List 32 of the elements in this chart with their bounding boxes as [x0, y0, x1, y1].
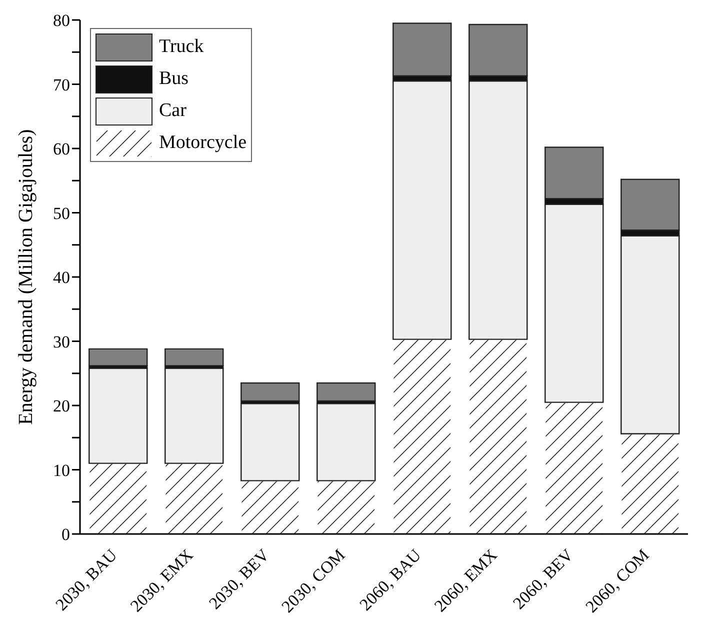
y-tick-label: 40 [53, 268, 70, 288]
y-tick-label: 0 [62, 525, 70, 544]
bar [544, 402, 604, 534]
bar [88, 368, 148, 464]
y-tick-label: 70 [53, 75, 70, 94]
bar [316, 480, 376, 534]
legend-label: Motorcycle [159, 132, 247, 154]
legend-label: Car [159, 100, 186, 122]
legend-label: Bus [159, 68, 189, 90]
bar [316, 382, 376, 402]
bar [240, 382, 300, 402]
bar [88, 348, 148, 366]
bar [620, 433, 680, 534]
bar [240, 480, 300, 534]
y-tick-label: 10 [53, 460, 70, 480]
bar [468, 80, 528, 340]
y-tick-label: 80 [53, 11, 70, 30]
y-tick-label: 30 [53, 332, 70, 352]
bar [88, 462, 148, 534]
bar [164, 368, 224, 464]
y-tick-label: 20 [53, 396, 70, 416]
bar [316, 402, 376, 482]
bar [164, 462, 224, 534]
bar [240, 402, 300, 482]
y-tick-label: 60 [53, 140, 70, 159]
bar [164, 348, 224, 366]
bar [392, 338, 452, 534]
legend-label: Truck [159, 36, 204, 58]
y-tick-label: 50 [53, 204, 70, 223]
bar [468, 338, 528, 534]
bar [392, 80, 452, 340]
y-axis-title: Energy demand (Million Gigajoules) [15, 129, 38, 425]
